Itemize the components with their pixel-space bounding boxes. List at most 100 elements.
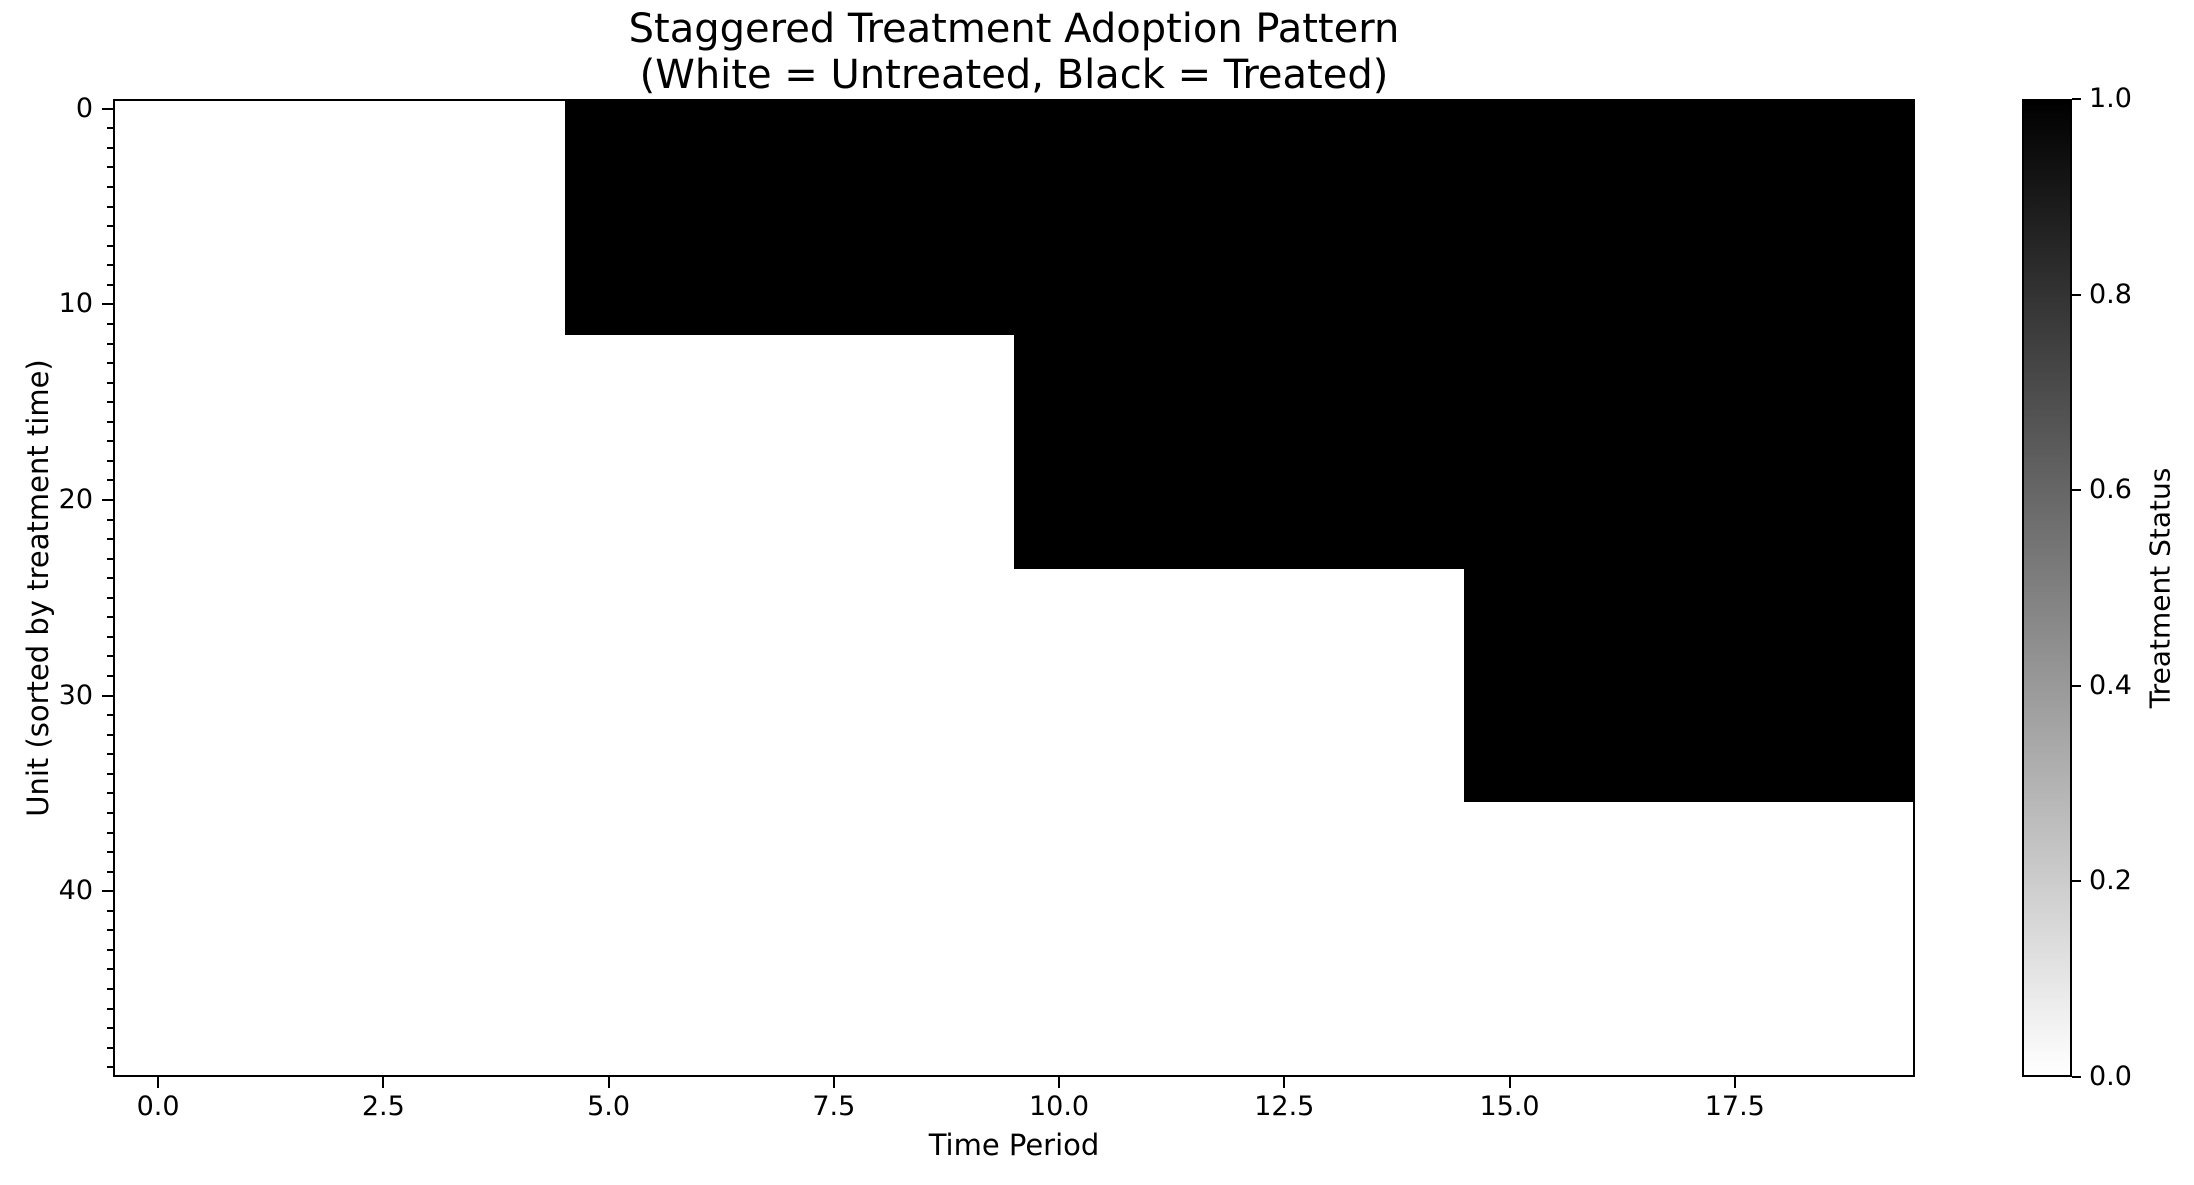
colorbar-tick xyxy=(2072,880,2081,883)
y-axis-minor-tick xyxy=(107,733,113,736)
y-axis-label: Unit (sorted by treatment time) xyxy=(21,359,55,817)
y-axis-tick-label: 30 xyxy=(58,679,93,711)
treated-region xyxy=(1014,334,1913,569)
x-axis-tick-label: 5.0 xyxy=(587,1091,631,1122)
chart-title-line-1: Staggered Treatment Adoption Pattern xyxy=(628,6,1400,52)
colorbar-tick xyxy=(2072,684,2081,687)
treated-region xyxy=(1463,568,1913,803)
x-axis-tick xyxy=(832,1077,835,1088)
y-axis-minor-tick xyxy=(107,851,113,854)
y-axis-minor-tick xyxy=(107,166,113,169)
y-axis-tick-label: 40 xyxy=(58,875,93,907)
x-axis-tick-label: 12.5 xyxy=(1254,1091,1315,1122)
colorbar-tick-label: 1.0 xyxy=(2089,83,2132,114)
y-axis-minor-tick xyxy=(107,1007,113,1010)
x-axis-tick-label: 2.5 xyxy=(361,1091,405,1122)
y-axis-minor-tick xyxy=(107,244,113,247)
x-axis-tick-label: 17.5 xyxy=(1704,1091,1765,1122)
y-axis-minor-tick xyxy=(107,362,113,365)
colorbar-tick-label: 0.2 xyxy=(2089,865,2132,897)
chart-title-line-2: (White = Untreated, Black = Treated) xyxy=(639,52,1389,98)
y-axis-tick-label: 20 xyxy=(58,483,93,515)
y-axis-minor-tick xyxy=(107,635,113,638)
colorbar-ticks xyxy=(2072,98,2083,1078)
y-axis-minor-tick xyxy=(107,283,113,286)
y-axis-minor-tick xyxy=(107,322,113,325)
y-axis-minor-tick xyxy=(107,459,113,462)
x-axis-tick xyxy=(607,1077,610,1088)
y-axis-tick-labels: 0 10 20 30 40 xyxy=(25,93,93,1077)
y-axis-minor-tick xyxy=(107,342,113,345)
colorbar-tick-label: 0.0 xyxy=(2089,1061,2132,1092)
y-axis-minor-tick xyxy=(107,909,113,912)
y-axis-minor-tick xyxy=(107,127,113,130)
y-axis-minor-tick xyxy=(107,675,113,678)
y-axis-minor-tick xyxy=(107,753,113,756)
x-axis-label: Time Period xyxy=(928,1128,1100,1162)
x-axis-tick-label: 10.0 xyxy=(1028,1091,1090,1122)
colorbar-gradient xyxy=(2022,99,2072,1077)
y-axis-minor-tick xyxy=(107,987,113,990)
y-axis-minor-tick xyxy=(107,401,113,404)
y-axis-tick-label: 10 xyxy=(58,288,93,320)
x-axis-tick xyxy=(157,1077,160,1088)
y-axis-minor-tick xyxy=(107,655,113,658)
y-axis-minor-tick xyxy=(107,1046,113,1049)
y-axis-minor-tick xyxy=(107,1066,113,1069)
y-axis-minor-tick xyxy=(107,381,113,384)
x-axis-tick xyxy=(1508,1077,1511,1088)
colorbar-tick xyxy=(2072,98,2081,100)
y-axis-minor-tick xyxy=(107,420,113,423)
y-axis-major-tick xyxy=(102,107,113,110)
colorbar-label: Treatment Status xyxy=(2143,467,2177,709)
x-axis-tick-label: 7.5 xyxy=(812,1091,856,1122)
y-axis-minor-tick xyxy=(107,264,113,267)
y-axis-minor-tick xyxy=(107,596,113,599)
y-axis-minor-tick xyxy=(107,948,113,951)
y-axis-minor-tick xyxy=(107,870,113,873)
y-axis-minor-tick xyxy=(107,518,113,521)
y-axis-minor-tick xyxy=(107,792,113,795)
y-axis-minor-tick xyxy=(107,772,113,775)
x-axis-tick-labels: 0.0 2.5 5.0 7.5 10.0 12.5 15.0 17.5 xyxy=(113,1092,1915,1124)
x-axis-tick xyxy=(1283,1077,1286,1088)
y-axis-minor-tick xyxy=(107,831,113,834)
x-axis-tick xyxy=(1733,1077,1736,1088)
y-axis-minor-tick xyxy=(107,205,113,208)
y-axis-major-tick xyxy=(102,498,113,501)
y-axis-minor-tick xyxy=(107,557,113,560)
y-axis-minor-tick xyxy=(107,479,113,482)
colorbar-tick xyxy=(2072,1076,2081,1078)
colorbar-tick-label: 0.4 xyxy=(2089,669,2132,701)
y-axis-major-tick xyxy=(102,694,113,697)
x-axis-tick xyxy=(382,1077,385,1088)
x-axis-ticks xyxy=(113,1077,1915,1091)
y-axis-minor-tick xyxy=(107,538,113,541)
plot-area xyxy=(113,99,1915,1077)
chart-title: Staggered Treatment Adoption Pattern (Wh… xyxy=(113,6,1915,98)
y-axis-minor-tick xyxy=(107,577,113,580)
x-axis-tick xyxy=(1058,1077,1061,1088)
y-axis-minor-tick xyxy=(107,186,113,189)
colorbar-tick xyxy=(2072,489,2081,492)
colorbar-tick-label: 0.8 xyxy=(2089,278,2132,310)
colorbar-tick-label: 0.6 xyxy=(2089,474,2132,506)
colorbar-tick-labels: 0.0 0.2 0.4 0.6 0.8 1.0 xyxy=(2089,84,2169,1092)
y-axis-ticks xyxy=(100,99,113,1077)
y-axis-tick-label: 0 xyxy=(75,92,93,124)
y-axis-minor-tick xyxy=(107,146,113,149)
y-axis-major-tick xyxy=(102,303,113,306)
y-axis-major-tick xyxy=(102,890,113,893)
treated-region xyxy=(564,101,1913,335)
y-axis-minor-tick xyxy=(107,616,113,619)
x-axis-tick-label: 15.0 xyxy=(1479,1091,1540,1122)
y-axis-minor-tick xyxy=(107,440,113,443)
y-axis-minor-tick xyxy=(107,968,113,971)
y-axis-minor-tick xyxy=(107,1027,113,1030)
y-axis-minor-tick xyxy=(107,225,113,228)
y-axis-minor-tick xyxy=(107,929,113,932)
y-axis-minor-tick xyxy=(107,714,113,717)
colorbar-tick xyxy=(2072,293,2081,296)
x-axis-tick-label: 0.0 xyxy=(136,1091,180,1122)
